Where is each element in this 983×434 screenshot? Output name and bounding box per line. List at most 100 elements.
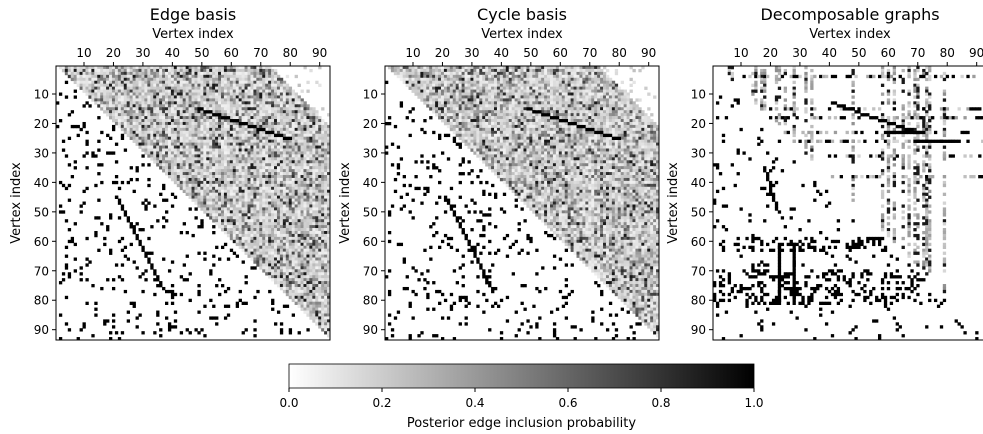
heatmap-cell [117,110,122,114]
heatmap-cell [223,213,228,217]
heatmap-cell [188,86,192,90]
heatmap-cell [132,107,136,111]
heatmap-cell [215,160,219,164]
heatmap-cell [179,145,184,149]
heatmap-cell [241,210,245,214]
heatmap-cell [123,86,128,90]
heatmap-cell [327,142,331,146]
heatmap-cell [226,160,231,164]
heatmap-cell [111,68,116,73]
heatmap-cell [247,230,251,235]
heatmap-cell [167,160,172,164]
heatmap-cell [176,110,181,114]
heatmap-cell [241,157,245,161]
heatmap-cell [223,180,228,185]
heatmap-cell [229,71,234,76]
heatmap-cell [321,192,325,196]
heatmap-cell [206,166,210,170]
heatmap-cell [285,242,290,247]
heatmap-cell [120,121,125,126]
heatmap-cell [165,145,169,149]
heatmap-cell [552,80,557,85]
heatmap-cell [212,71,216,76]
heatmap-cell [324,263,328,267]
heatmap-cell [276,207,281,211]
heatmap-cell [191,127,195,132]
heatmap-cell [223,216,228,220]
heatmap-cell [555,74,560,79]
heatmap-cell [324,307,328,311]
heatmap-cell [247,127,251,132]
heatmap-cell [529,71,533,76]
heatmap-cell [159,107,163,111]
heatmap-cell [271,183,275,188]
heatmap-cell [303,169,307,173]
heatmap-cell [324,139,328,143]
heatmap-cell [291,263,295,267]
heatmap-cell [138,239,142,244]
heatmap-cell [156,101,160,105]
heatmap-cell [238,92,242,96]
heatmap-cell [203,177,207,182]
heatmap-cell [209,148,213,152]
heatmap-cell [271,101,275,105]
heatmap-cell [165,101,169,105]
heatmap-cell [179,172,184,176]
heatmap-cell [276,189,281,194]
heatmap-cell [120,204,125,208]
heatmap-cell [532,68,536,73]
heatmap-cell [291,166,295,170]
heatmap-cell [315,198,319,202]
heatmap-cell [279,278,284,282]
heatmap-cell [235,127,240,132]
heatmap-cell [238,166,242,170]
heatmap-cell [156,130,160,135]
heatmap-cell [597,71,601,76]
heatmap-cell [549,68,554,73]
heatmap-cell [197,110,201,114]
heatmap-cell [241,169,245,173]
heatmap-cell [300,98,304,102]
heatmap-cell [100,92,104,96]
heatmap-cell [85,166,89,170]
heatmap-cell [159,77,163,82]
heatmap-cell [182,175,186,179]
heatmap-cell [197,136,201,141]
heatmap-cell [106,89,110,93]
heatmap-cell [250,151,254,155]
heatmap-cell [250,257,254,261]
heatmap-cell [300,251,304,255]
heatmap-cell [111,119,116,123]
heatmap-cell [120,119,125,123]
heatmap-cell [641,66,645,70]
heatmap-cell [238,80,242,85]
heatmap-cell [288,121,293,126]
heatmap-cell [294,160,298,164]
heatmap-cell [220,204,225,208]
heatmap-cell [218,204,222,208]
heatmap-cell [212,101,216,105]
heatmap-cell [165,104,169,108]
heatmap-cell [94,307,98,311]
heatmap-cell [182,166,186,170]
heatmap-cell [327,278,331,282]
heatmap-cell [256,166,260,170]
heatmap-cell [294,266,298,270]
heatmap-cell [85,77,89,82]
heatmap-cell [594,80,598,85]
heatmap-cell [426,83,430,87]
heatmap-cell [309,148,313,152]
heatmap-cell [303,189,307,194]
heatmap-cell [150,92,154,96]
heatmap-cell [276,222,281,226]
heatmap-cell [223,157,228,161]
heatmap-cell [111,319,116,323]
heatmap-cell [285,266,290,270]
heatmap-cell [238,186,242,191]
heatmap-cell [209,142,213,146]
heatmap-cell [306,272,310,276]
heatmap-cell [547,80,551,85]
heatmap-cell [279,121,284,126]
heatmap-cell [141,92,145,96]
heatmap-cell [265,172,269,176]
